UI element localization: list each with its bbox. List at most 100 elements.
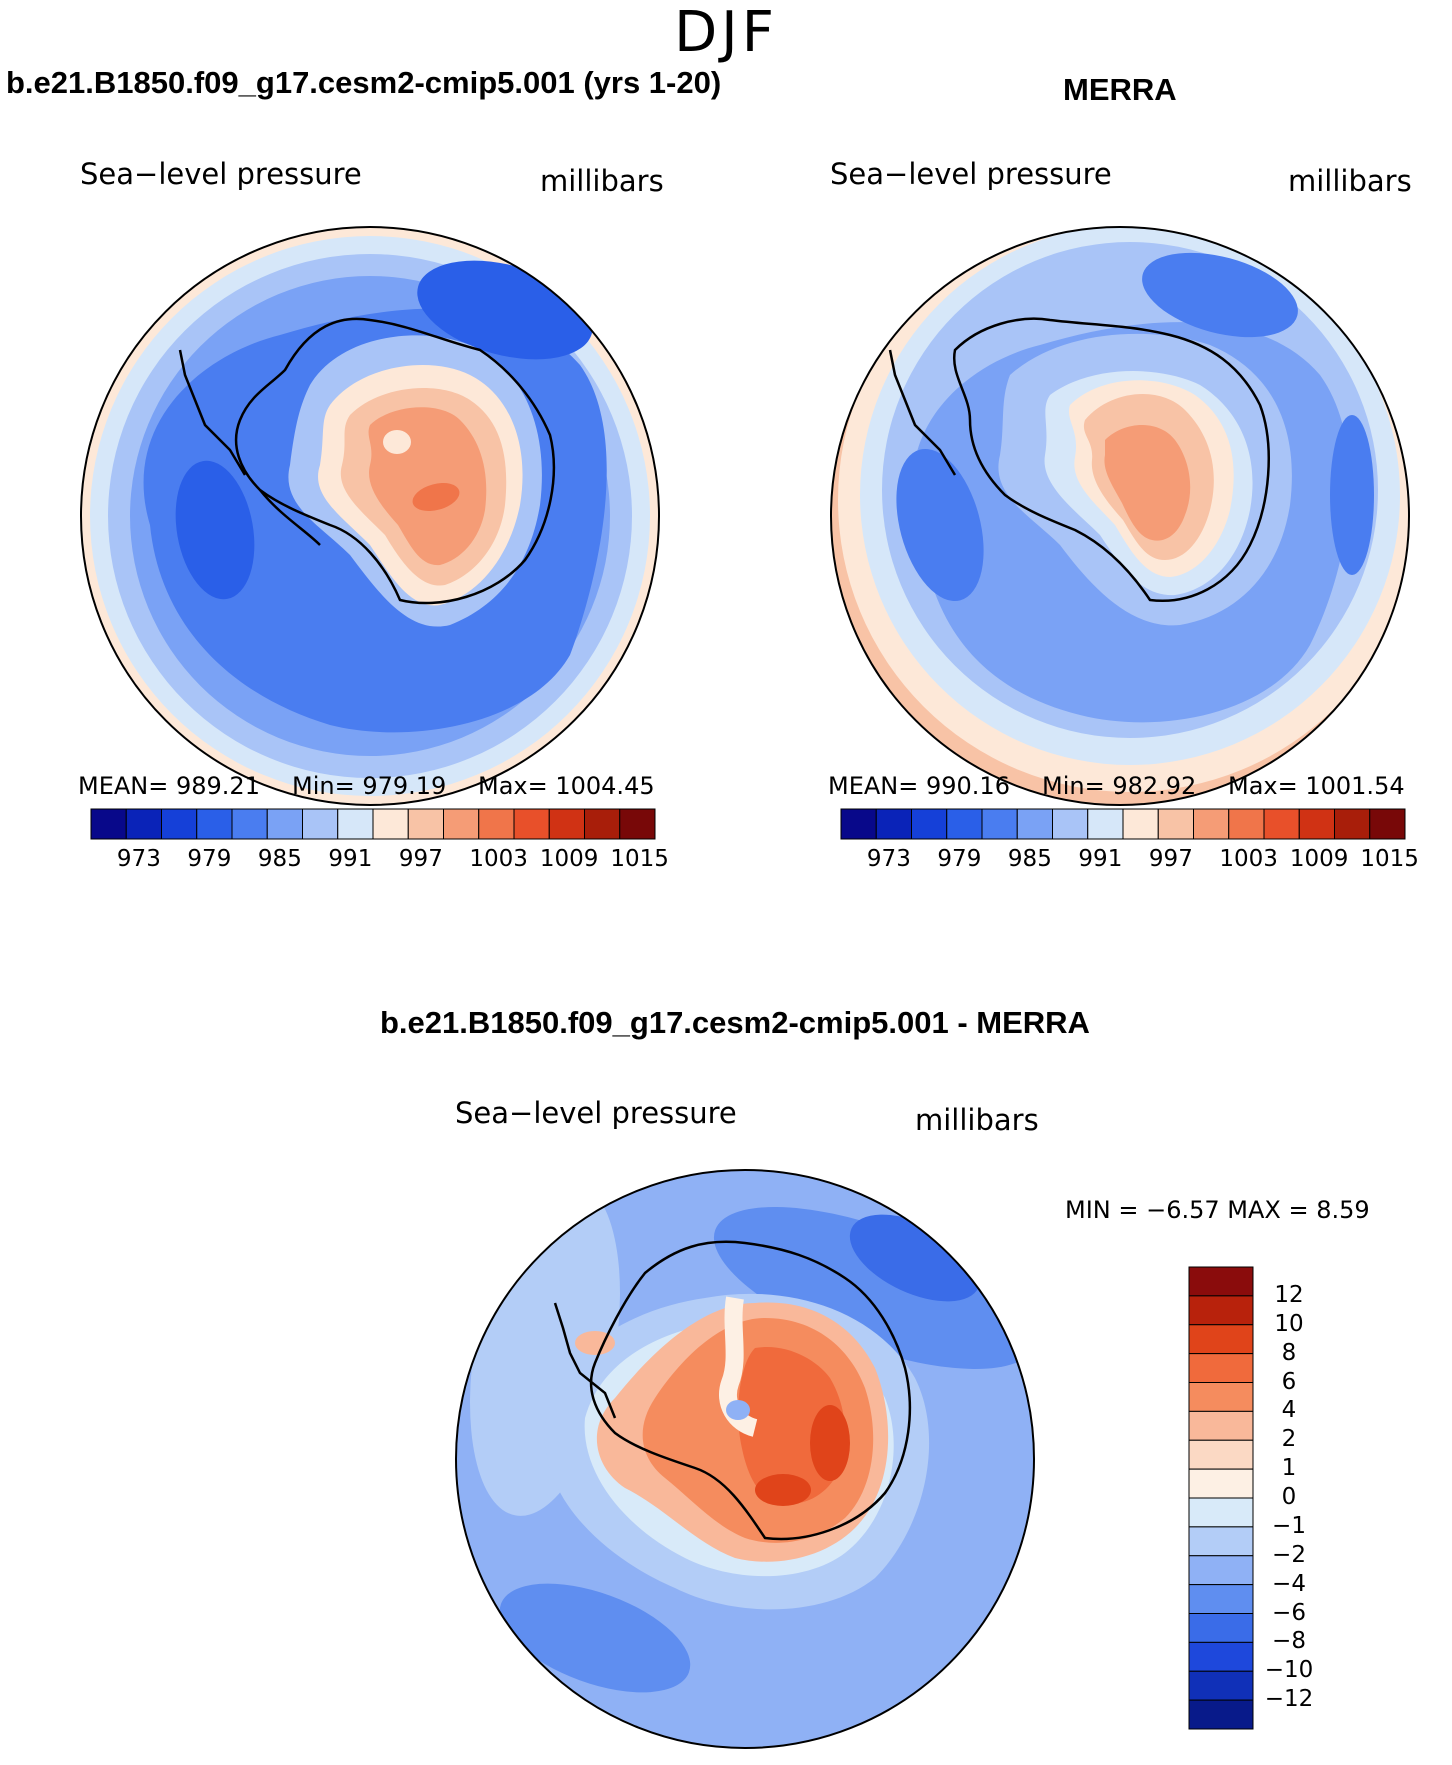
diff-colorbar-tick-label: −6 [1272,1599,1306,1626]
panel-1-units: millibars [540,164,664,198]
panel-2-colorbar-swatch [1193,808,1230,840]
panel-2-colorbar-swatch [875,808,912,840]
panel-1-colorbar-swatch [90,808,127,840]
diff-colorbar-swatch [1188,1526,1254,1557]
panel-1-colorbar-swatch [266,808,303,840]
panel-2-colorbar-swatch [1228,808,1265,840]
diff-colorbar-swatch [1188,1584,1254,1614]
panel-1-variable: Sea−level pressure [80,157,362,191]
diff-colorbar-tick-label: −12 [1264,1686,1314,1713]
panel-2-colorbar-swatch [911,808,948,840]
diff-colorbar-swatch [1188,1670,1254,1701]
panel-2-colorbar-swatch [1157,808,1194,840]
diff-colorbar-swatch [1188,1497,1254,1528]
panel-1-colorbar-tick-label: 991 [328,846,373,872]
diff-minmax: MIN = −6.57 MAX = 8.59 [1065,1196,1370,1224]
panel-1-colorbar-swatch [407,808,444,840]
diff-colorbar [1188,1266,1254,1730]
panel-2-colorbar-swatch [946,808,983,840]
panel-2-colorbar-swatch [1298,808,1335,840]
diff-colorbar-swatch [1188,1699,1254,1730]
panel-2-colorbar-swatch [1087,808,1124,840]
panel-1-colorbar-swatch [196,808,233,840]
panel-2-colorbar-tick-label: 985 [1007,846,1052,872]
diff-colorbar-tick-label: 6 [1281,1368,1297,1395]
panel-2-colorbar-tick-label: 973 [866,846,911,872]
diff-colorbar-swatch [1188,1613,1254,1643]
panel-2-colorbar-swatch [981,808,1018,840]
panel-2-colorbar [840,808,1406,840]
panel-1-colorbar-swatch [443,808,480,840]
diff-colorbar-tick-label: 8 [1281,1339,1297,1366]
panel-1-colorbar-swatch [548,808,585,840]
panel-2-colorbar-ticks: 973 979 985 991 997 1003 1009 1015 [840,846,1419,876]
panel-2-colorbar-swatch [1263,808,1300,840]
panel-2-colorbar-swatch [1016,808,1053,840]
panel-2-colorbar-swatch [1122,808,1159,840]
panel-1-colorbar-swatch [302,808,339,840]
diff-colorbar-tick-label: 10 [1274,1310,1304,1337]
panel-2-max: Max= 1001.54 [1228,772,1405,800]
panel-1-colorbar-tick-label: 1003 [469,846,528,872]
panel-1-colorbar [90,808,656,840]
panel-2-title: MERRA [1063,72,1177,107]
diff-map [455,1169,1035,1749]
panel-2-colorbar-swatch [1052,808,1089,840]
diff-colorbar-ticks: 12 10 8 6 4 2 1 0 −1 −2 −4 −6 −8 −10 −12 [1258,1266,1338,1730]
diff-colorbar-tick-label: −1 [1272,1512,1306,1539]
panel-2-colorbar-swatch [1369,808,1406,840]
panel-2-variable: Sea−level pressure [830,157,1112,191]
panel-2-colorbar-tick-label: 979 [937,846,982,872]
panel-1-colorbar-ticks: 973 979 985 991 997 1003 1009 1015 [90,846,669,876]
panel-1-colorbar-tick-label: 985 [257,846,302,872]
diff-variable: Sea−level pressure [455,1096,737,1130]
panel-1-colorbar-swatch [619,808,656,840]
panel-2-units: millibars [1288,164,1412,198]
panel-1-title: b.e21.B1850.f09_g17.cesm2-cmip5.001 (yrs… [6,65,722,100]
diff-colorbar-swatch [1188,1324,1254,1355]
panel-1-colorbar-swatch [478,808,515,840]
panel-1-colorbar-swatch [372,808,409,840]
season-title: DJF [674,0,778,65]
panel-2-mean: MEAN= 990.16 [828,772,1010,800]
panel-1-colorbar-swatch [513,808,550,840]
panel-1-colorbar-swatch [337,808,374,840]
diff-colorbar-swatch [1188,1353,1254,1383]
panel-1-colorbar-tick-label: 1015 [610,846,669,872]
diff-colorbar-tick-label: 4 [1281,1397,1297,1424]
panel-2-map [830,226,1410,806]
panel-1-max: Max= 1004.45 [478,772,655,800]
panel-1-colorbar-swatch [231,808,268,840]
diff-colorbar-tick-label: 1 [1281,1455,1297,1482]
diff-colorbar-tick-label: 12 [1274,1281,1304,1308]
diff-colorbar-tick-label: −8 [1272,1628,1306,1655]
panel-2-colorbar-tick-label: 991 [1078,846,1123,872]
diff-colorbar-swatch [1188,1295,1254,1326]
diff-colorbar-tick-label: −4 [1272,1570,1306,1597]
diff-colorbar-tick-label: 0 [1281,1484,1297,1510]
diff-title: b.e21.B1850.f09_g17.cesm2-cmip5.001 - ME… [380,1005,1090,1040]
panel-1-min: Min= 979.19 [292,772,447,800]
panel-1-colorbar-tick-label: 979 [187,846,232,872]
diff-colorbar-swatch [1188,1382,1254,1412]
diff-colorbar-swatch [1188,1555,1254,1586]
panel-2-colorbar-tick-label: 1009 [1289,846,1349,872]
panel-1-colorbar-tick-label: 1009 [539,846,599,872]
panel-1-map [80,226,660,806]
panel-1-colorbar-swatch [125,808,162,840]
panel-1-colorbar-tick-label: 973 [116,846,161,872]
panel-1-colorbar-swatch [161,808,198,840]
diff-colorbar-swatch [1188,1439,1254,1470]
diff-colorbar-tick-label: −10 [1264,1657,1314,1684]
panel-2-colorbar-tick-label: 1015 [1360,846,1419,872]
diff-colorbar-tick-label: −2 [1272,1541,1306,1568]
diff-colorbar-swatch [1188,1266,1254,1297]
diff-colorbar-swatch [1188,1468,1254,1499]
diff-colorbar-swatch [1188,1641,1254,1672]
panel-2-min: Min= 982.92 [1042,772,1197,800]
panel-1-mean: MEAN= 989.21 [78,772,260,800]
panel-2-colorbar-tick-label: 1003 [1219,846,1278,872]
panel-1-colorbar-tick-label: 997 [398,846,443,872]
panel-1-colorbar-swatch [584,808,621,840]
panel-2-colorbar-swatch [1334,808,1371,840]
